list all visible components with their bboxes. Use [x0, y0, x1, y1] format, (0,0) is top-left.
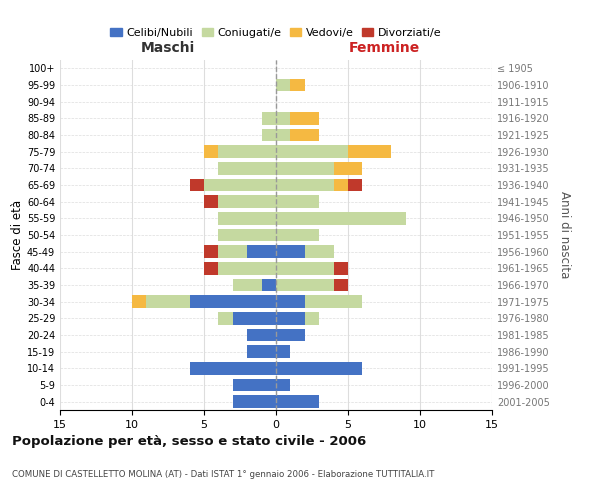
- Bar: [305, 312, 319, 324]
- Bar: [305, 296, 362, 308]
- Bar: [218, 229, 276, 241]
- Bar: [276, 296, 305, 308]
- Bar: [334, 279, 348, 291]
- Bar: [276, 312, 305, 324]
- Text: Maschi: Maschi: [141, 41, 195, 55]
- Bar: [276, 229, 319, 241]
- Bar: [218, 146, 276, 158]
- Legend: Celibi/Nubili, Coniugati/e, Vedovi/e, Divorziati/e: Celibi/Nubili, Coniugati/e, Vedovi/e, Di…: [106, 24, 446, 42]
- Bar: [276, 279, 334, 291]
- Bar: [276, 112, 290, 124]
- Bar: [247, 346, 276, 358]
- Bar: [348, 146, 391, 158]
- Bar: [334, 262, 348, 274]
- Text: COMUNE DI CASTELLETTO MOLINA (AT) - Dati ISTAT 1° gennaio 2006 - Elaborazione TU: COMUNE DI CASTELLETTO MOLINA (AT) - Dati…: [12, 470, 434, 479]
- Bar: [276, 246, 305, 258]
- Bar: [276, 146, 348, 158]
- Bar: [190, 296, 276, 308]
- Bar: [276, 129, 290, 141]
- Text: Femmine: Femmine: [349, 41, 419, 55]
- Y-axis label: Fasce di età: Fasce di età: [11, 200, 24, 270]
- Bar: [218, 262, 276, 274]
- Bar: [204, 196, 218, 208]
- Bar: [276, 346, 290, 358]
- Bar: [305, 246, 334, 258]
- Bar: [262, 129, 276, 141]
- Bar: [218, 246, 247, 258]
- Bar: [290, 129, 319, 141]
- Bar: [218, 162, 276, 174]
- Bar: [132, 296, 146, 308]
- Bar: [334, 179, 348, 192]
- Bar: [190, 362, 276, 374]
- Bar: [276, 79, 290, 92]
- Bar: [204, 179, 276, 192]
- Bar: [290, 112, 319, 124]
- Bar: [218, 212, 276, 224]
- Bar: [290, 79, 305, 92]
- Bar: [233, 396, 276, 408]
- Bar: [146, 296, 190, 308]
- Bar: [204, 262, 218, 274]
- Bar: [334, 162, 362, 174]
- Bar: [190, 179, 204, 192]
- Bar: [204, 246, 218, 258]
- Bar: [204, 146, 218, 158]
- Text: Popolazione per età, sesso e stato civile - 2006: Popolazione per età, sesso e stato civil…: [12, 435, 366, 448]
- Bar: [276, 162, 334, 174]
- Bar: [233, 279, 262, 291]
- Bar: [276, 196, 319, 208]
- Bar: [276, 262, 334, 274]
- Bar: [247, 246, 276, 258]
- Bar: [233, 379, 276, 391]
- Y-axis label: Anni di nascita: Anni di nascita: [558, 192, 571, 278]
- Bar: [276, 362, 362, 374]
- Bar: [276, 379, 290, 391]
- Bar: [218, 312, 233, 324]
- Bar: [262, 279, 276, 291]
- Bar: [262, 112, 276, 124]
- Bar: [276, 212, 406, 224]
- Bar: [276, 179, 334, 192]
- Bar: [233, 312, 276, 324]
- Bar: [348, 179, 362, 192]
- Bar: [276, 329, 305, 341]
- Bar: [276, 396, 319, 408]
- Bar: [218, 196, 276, 208]
- Bar: [247, 329, 276, 341]
